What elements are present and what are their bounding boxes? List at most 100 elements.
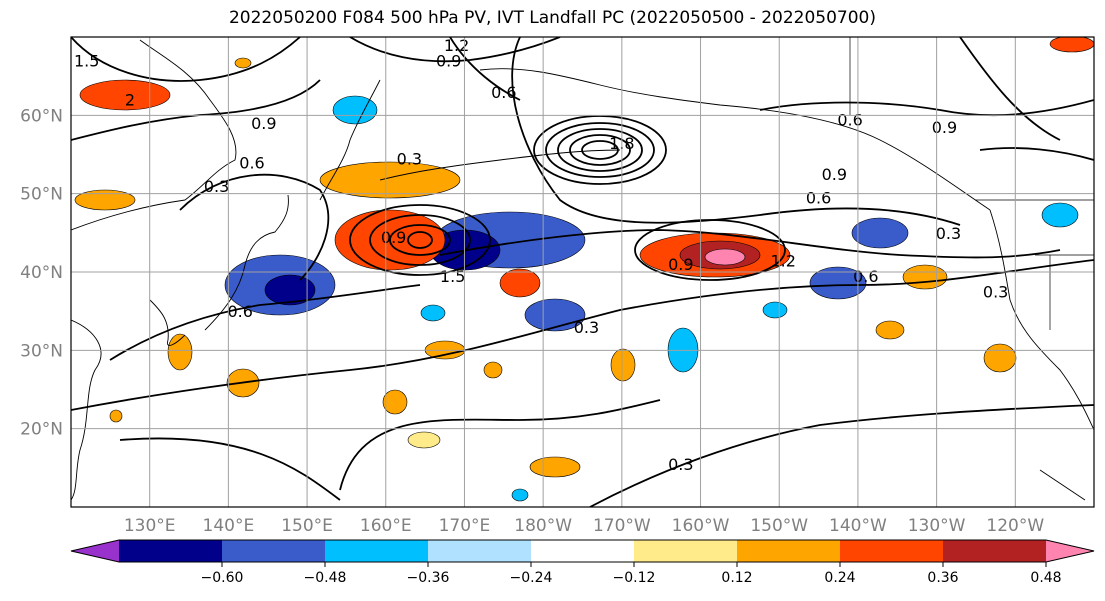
contour-label: 0.9: [932, 118, 957, 137]
coast-mx: [1039, 469, 1086, 501]
contour-low-ring-4: [569, 134, 631, 166]
colorbar-outline: [70, 539, 1095, 563]
coast-japan: [204, 194, 289, 331]
lat-label: 30°N: [20, 341, 63, 361]
contour-0.9-right: [759, 99, 1094, 117]
shade-pos-north-pacific-peak: [704, 248, 746, 266]
colorbar-segment: [428, 540, 532, 562]
contour-kuril-ring-2: [369, 214, 471, 266]
lat-label: 60°N: [20, 106, 63, 126]
colorbar-tick-label: −0.36: [407, 570, 450, 586]
coast-kamchatka: [319, 79, 381, 201]
lon-label: 160°E: [360, 516, 412, 536]
contour-label: 1.2: [444, 36, 469, 55]
graticule: [71, 37, 1094, 507]
lon-label: 150°W: [750, 516, 808, 536]
contour-low-ring-5: [581, 140, 619, 160]
coast-alaska: [479, 68, 991, 211]
contour-label: 0.6: [239, 153, 264, 172]
lon-tick-labels: 130°E 140°E 150°E 160°E 170°E 180°W 170°W 160°W…: [124, 516, 1045, 536]
shade-pos-east-2: [983, 343, 1017, 373]
lat-tick-labels: 60°N 50°N 40°N 30°N 20°N: [20, 106, 63, 439]
colorbar-segment: [531, 540, 635, 562]
lon-label: 150°E: [281, 516, 333, 536]
shade-pos-s7: [483, 361, 503, 379]
shade-pos-s9: [109, 409, 123, 423]
contour-label: 1.5: [440, 267, 465, 286]
contour-label: 0.9: [436, 52, 461, 71]
shade-pos-s1: [167, 333, 193, 371]
contour-labels: 1.51.20.90.61.80.6 0.920.90.60.30.30.90.6…: [74, 36, 1008, 474]
coast-asia-south: [71, 319, 102, 501]
shade-pos-s10: [234, 57, 252, 69]
colorbar: −0.60 −0.48 −0.36 −0.24 −0.12 0.12 0.24 0.36 0.4…: [70, 539, 1095, 586]
contour-label: 0.6: [227, 302, 252, 321]
colorbar-segment: [325, 540, 429, 562]
contour-label: 0.9: [381, 228, 406, 247]
contour-0.6-north: [439, 229, 1061, 259]
lat-label: 20°N: [20, 420, 63, 440]
shade-pos-east-1: [902, 264, 948, 290]
contour-0.9-upper: [349, 37, 561, 63]
contour-lines: [71, 37, 1094, 507]
contour-label: 0.3: [668, 455, 693, 474]
contour-0.3-east: [959, 37, 1061, 141]
contour-label: 0.3: [574, 318, 599, 337]
shade-neg-small-2: [762, 301, 788, 319]
colorbar-segment: [840, 540, 944, 562]
shade-pos-s5: [382, 389, 408, 415]
contour-low-ring-3: [557, 128, 643, 172]
lon-label: 130°W: [908, 516, 966, 536]
contour-label: 0.3: [204, 177, 229, 196]
contour-0.3-south: [71, 259, 1094, 411]
colorbar-tick-label: 0.12: [721, 570, 752, 586]
contour-kuril-ring-3: [389, 224, 451, 256]
coast-asia: [71, 39, 237, 231]
colorbar-segment: [119, 540, 223, 562]
shade-pos-s6: [529, 456, 581, 478]
lon-label: 170°E: [439, 516, 491, 536]
colorbar-tick-label: 0.24: [824, 570, 855, 586]
coastlines: [71, 39, 1094, 501]
contour-1.5: [71, 37, 301, 82]
contour-label: 0.3: [936, 224, 961, 243]
shade-pos-okhotsk: [79, 79, 171, 111]
contour-label: 0.3: [397, 149, 422, 168]
colorbar-segment: [634, 540, 738, 562]
contour-label: 0.9: [668, 255, 693, 274]
shade-neg-gulf: [851, 217, 909, 249]
shade-neg-small-3: [420, 304, 446, 322]
contour-0.3-westloop: [179, 173, 330, 281]
shade-neg-japan-core: [264, 274, 316, 306]
shade-pos-s8: [407, 431, 441, 449]
contour-label: 1.2: [770, 251, 795, 270]
contour-kuril-ring-4: [407, 231, 433, 249]
shade-neg-small-4: [511, 488, 529, 502]
contour-low-ring-1: [533, 115, 667, 185]
lat-label: 50°N: [20, 185, 63, 205]
colorbar-tick-label: −0.24: [510, 570, 553, 586]
contour-label: 0.9: [822, 165, 847, 184]
colorbar-extend-max: [1046, 540, 1094, 562]
map-frame: [70, 36, 1095, 508]
colorbar-segment: [222, 540, 326, 562]
lon-label: 160°W: [672, 516, 730, 536]
contour-low-ring-2: [545, 122, 655, 178]
contour-label: 0.6: [806, 189, 831, 208]
colorbar-tick-label: −0.48: [304, 570, 347, 586]
coast-korea: [149, 299, 186, 346]
lon-label: 130°E: [124, 516, 176, 536]
chart-title: 2022050200 F084 500 hPa PV, IVT Landfall…: [228, 8, 876, 28]
shade-pos-mid: [499, 268, 541, 298]
contour-label: 1.5: [74, 52, 99, 71]
shade-pos-east-3: [875, 320, 905, 340]
colorbar-tick-label: −0.12: [613, 570, 656, 586]
contour-kuril-ring-1: [349, 204, 491, 276]
contour-0.9-wide: [511, 37, 961, 226]
contour-label: 0.6: [853, 267, 878, 286]
shade-neg-kamchatka: [332, 95, 378, 125]
contour-0.3-loop: [339, 399, 661, 491]
shade-pos-s4: [610, 348, 636, 382]
colorbar-tick-label: 0.36: [927, 570, 958, 586]
